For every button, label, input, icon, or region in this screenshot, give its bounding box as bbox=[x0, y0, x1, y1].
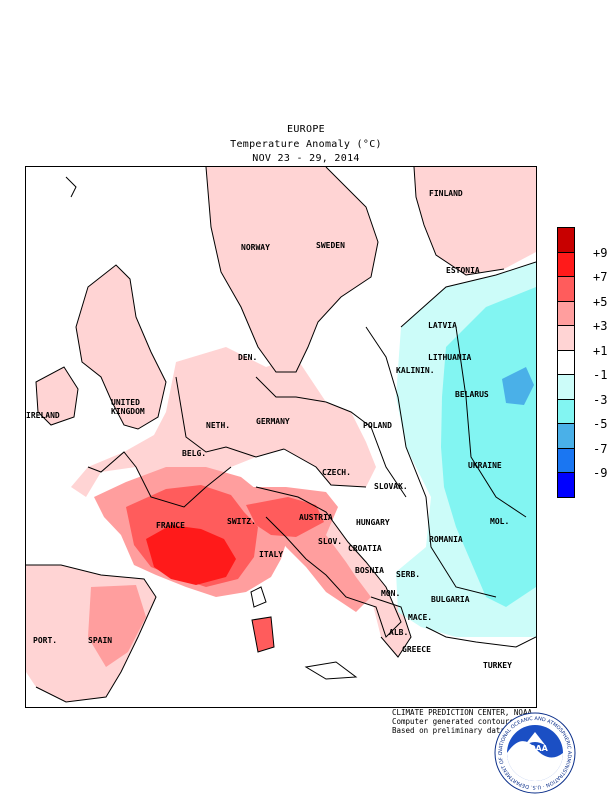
legend-swatch bbox=[557, 398, 575, 424]
map-period-title: NOV 23 - 29, 2014 bbox=[252, 153, 360, 164]
country-label: SLOVAK. bbox=[374, 482, 408, 491]
legend-swatch bbox=[557, 300, 575, 326]
map-canvas bbox=[26, 167, 536, 703]
alps-plus5-shape bbox=[246, 497, 324, 537]
country-label: HUNGARY bbox=[356, 518, 390, 527]
ireland-shape bbox=[36, 367, 78, 425]
legend-label: +3 bbox=[593, 319, 608, 333]
country-label: SWITZ. bbox=[227, 517, 256, 526]
country-label: ITALY bbox=[259, 550, 284, 559]
country-label: UKRAINE bbox=[468, 461, 502, 470]
legend-label: +7 bbox=[593, 270, 608, 284]
credit-line: Based on preliminary data bbox=[392, 726, 505, 735]
country-label: KALININ. bbox=[396, 366, 435, 375]
anomaly-minus3-regions bbox=[441, 287, 536, 607]
country-label: ROMANIA bbox=[429, 535, 463, 544]
legend-label: +1 bbox=[593, 343, 608, 358]
country-label: BELG. bbox=[182, 449, 207, 458]
central-europe-shape bbox=[71, 347, 376, 507]
legend-swatch bbox=[557, 423, 575, 449]
country-label: FRANCE bbox=[156, 521, 185, 530]
legend-swatch bbox=[557, 472, 575, 498]
country-label: MON. bbox=[381, 589, 401, 598]
color-scale-legend bbox=[557, 227, 575, 498]
legend-swatch bbox=[557, 227, 575, 253]
country-label: FINLAND bbox=[429, 189, 463, 198]
country-label: SERB. bbox=[396, 570, 421, 579]
country-label: CZECH. bbox=[322, 468, 351, 477]
country-label: NETH. bbox=[206, 421, 231, 430]
country-label: ALB. bbox=[389, 628, 409, 637]
sardinia-plus5-shape bbox=[252, 617, 274, 652]
country-label: SPAIN bbox=[88, 636, 113, 645]
map-region-title: EUROPE bbox=[287, 124, 325, 135]
legend-swatch bbox=[557, 325, 575, 351]
country-label: PORT. bbox=[33, 636, 58, 645]
finland-estonia-shape bbox=[414, 167, 536, 275]
legend-label: -3 bbox=[593, 392, 608, 407]
legend-swatch bbox=[557, 447, 575, 473]
credit-line: Computer generated contours bbox=[392, 717, 514, 726]
anomaly-minus5-regions bbox=[502, 367, 534, 405]
country-label: GERMANY bbox=[256, 417, 290, 426]
country-label: DEN. bbox=[238, 353, 258, 362]
belarus-ukraine-minus3-shape bbox=[441, 287, 536, 607]
legend-label: +9 bbox=[593, 245, 608, 260]
map-metric-title: Temperature Anomaly (°C) bbox=[230, 139, 382, 150]
country-label: BULGARIA bbox=[431, 595, 470, 604]
country-label: CROATIA bbox=[348, 544, 382, 553]
iberia-plus3-shape bbox=[88, 585, 146, 667]
country-label: TURKEY bbox=[483, 661, 512, 670]
country-label: IRELAND bbox=[26, 411, 60, 420]
legend-swatch bbox=[557, 276, 575, 302]
country-label: BOSNIA bbox=[355, 566, 384, 575]
legend-label: +5 bbox=[593, 294, 608, 309]
france-plus7-shape bbox=[146, 525, 236, 585]
country-label: UNITED bbox=[111, 398, 140, 407]
anomaly-map: FINLAND NORWAY SWEDEN ESTONIA LATVIA LIT… bbox=[25, 166, 537, 708]
uk-shape bbox=[76, 265, 166, 429]
legend-label: -9 bbox=[593, 466, 608, 480]
scandinavia-shape bbox=[206, 167, 378, 372]
noaa-logo: NATIONAL OCEANIC AND ATMOSPHERIC ADMINIS… bbox=[492, 708, 576, 794]
country-label: AUSTRIA bbox=[299, 513, 333, 522]
country-label: NORWAY bbox=[241, 243, 270, 252]
country-label: SLOV. bbox=[318, 537, 343, 546]
country-borders bbox=[26, 167, 536, 703]
belarus-minus5-shape bbox=[502, 367, 534, 405]
noaa-center-text: NOAA bbox=[522, 744, 548, 753]
legend-label: -5 bbox=[593, 417, 608, 431]
legend-swatch bbox=[557, 374, 575, 400]
legend-label: -1 bbox=[593, 368, 608, 382]
country-label: GREECE bbox=[402, 645, 431, 654]
country-label: LITHUANIA bbox=[428, 353, 472, 362]
legend-swatch bbox=[557, 251, 575, 277]
country-label: KINGDOM bbox=[111, 407, 145, 416]
country-label: BELARUS bbox=[455, 390, 489, 399]
country-label: POLAND bbox=[363, 421, 392, 430]
country-label: ESTONIA bbox=[446, 266, 480, 275]
country-label: MOL. bbox=[490, 517, 510, 526]
country-label: MACE. bbox=[408, 613, 433, 622]
country-label: LATVIA bbox=[428, 321, 457, 330]
country-label: SWEDEN bbox=[316, 241, 345, 250]
noaa-seal-icon: NATIONAL OCEANIC AND ATMOSPHERIC ADMINIS… bbox=[492, 708, 576, 794]
credit-line: CLIMATE PREDICTION CENTER, NOAA bbox=[392, 708, 532, 717]
legend-label: -7 bbox=[593, 441, 608, 456]
anomaly-plus7-regions bbox=[146, 525, 236, 585]
legend-swatch bbox=[557, 349, 575, 375]
